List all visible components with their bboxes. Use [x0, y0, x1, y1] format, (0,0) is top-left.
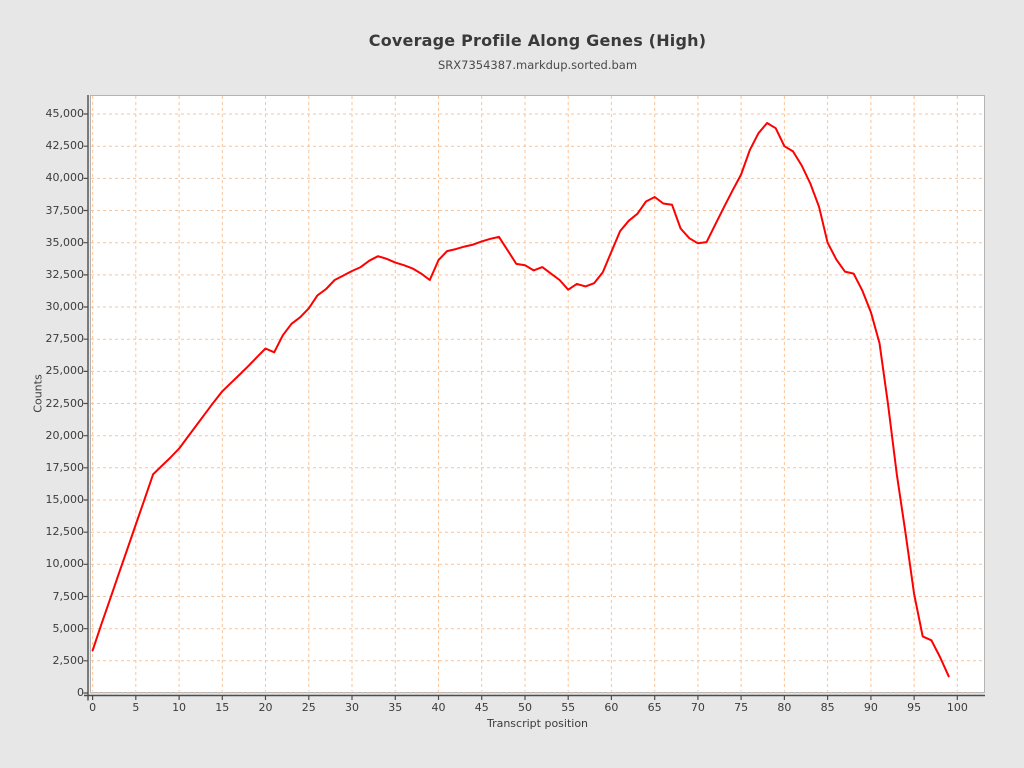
y-tick-label: 20,000 — [45, 428, 85, 442]
y-tick-label: 2,500 — [52, 653, 85, 667]
x-tick-label: 85 — [820, 701, 835, 714]
x-tick-label: 100 — [946, 701, 968, 714]
chart-title: Coverage Profile Along Genes (High) — [368, 31, 707, 50]
y-tick-label: 0 — [77, 686, 84, 699]
x-tick-label: 25 — [301, 701, 316, 714]
x-tick-label: 50 — [517, 701, 532, 714]
x-tick-label: 80 — [777, 701, 792, 714]
y-tick-label: 7,500 — [52, 589, 85, 603]
y-tick-label: 37,500 — [45, 203, 85, 217]
x-tick-label: 55 — [561, 701, 576, 714]
x-axis-title: Transcript position — [486, 717, 589, 730]
y-tick-label: 15,000 — [45, 493, 85, 506]
y-tick-label: 35,000 — [45, 235, 85, 249]
y-tick-label: 10,000 — [45, 557, 85, 571]
x-tick-label: 40 — [431, 701, 446, 714]
y-tick-label: 25,000 — [45, 364, 85, 378]
x-tick-label: 65 — [647, 701, 662, 714]
x-tick-label: 90 — [863, 701, 878, 714]
y-tick-label: 32,500 — [45, 267, 85, 281]
x-tick-label: 10 — [172, 701, 187, 714]
y-tick-label: 40,000 — [45, 171, 85, 185]
y-tick-label: 45,000 — [45, 107, 85, 121]
x-tick-label: 60 — [604, 701, 619, 714]
x-tick-label: 95 — [907, 701, 922, 714]
x-tick-label: 70 — [690, 701, 705, 714]
x-tick-label: 5 — [132, 701, 140, 714]
x-tick-label: 45 — [474, 701, 489, 714]
x-tick-label: 30 — [345, 701, 359, 714]
y-tick-label: 17,500 — [45, 460, 85, 474]
x-tick-label: 35 — [388, 701, 403, 714]
y-tick-label: 27,500 — [45, 332, 85, 346]
x-tick-label: 75 — [734, 701, 749, 714]
y-tick-label: 30,000 — [45, 300, 85, 314]
x-tick-label: 15 — [215, 701, 230, 714]
x-tick-label: 0 — [89, 701, 97, 714]
y-tick-label: 22,500 — [45, 396, 85, 410]
y-tick-label: 5,000 — [52, 621, 85, 635]
x-tick-label: 20 — [258, 701, 273, 714]
y-tick-label: 12,500 — [45, 525, 85, 539]
y-tick-label: 42,500 — [45, 139, 85, 153]
chart-subtitle: SRX7354387.markdup.sorted.bam — [437, 58, 638, 72]
